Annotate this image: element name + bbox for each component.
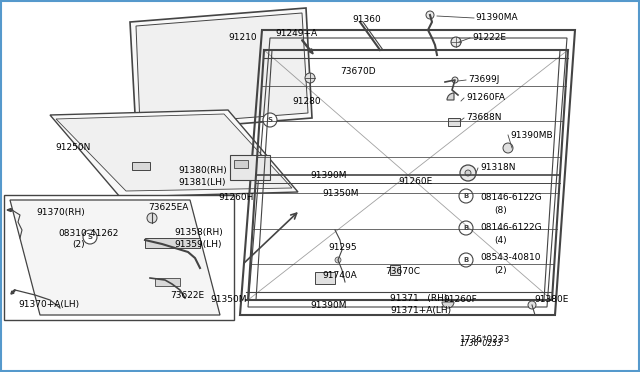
Text: 08146-6122G: 08146-6122G xyxy=(480,224,541,232)
Text: B: B xyxy=(463,225,468,231)
Circle shape xyxy=(305,73,315,83)
Circle shape xyxy=(528,301,536,309)
FancyArrow shape xyxy=(11,290,15,294)
Text: B: B xyxy=(463,257,468,263)
Text: 73625EA: 73625EA xyxy=(148,203,188,212)
Text: (8): (8) xyxy=(494,205,507,215)
Text: 91350M: 91350M xyxy=(210,295,246,305)
Text: 73670C: 73670C xyxy=(385,267,420,276)
Text: (4): (4) xyxy=(494,235,507,244)
Circle shape xyxy=(452,77,458,83)
Bar xyxy=(230,155,270,180)
Text: 91390MB: 91390MB xyxy=(510,131,552,140)
Text: 08310-41262: 08310-41262 xyxy=(58,228,118,237)
Text: S: S xyxy=(88,234,93,240)
Bar xyxy=(315,272,335,284)
Circle shape xyxy=(459,189,473,203)
Text: 91360: 91360 xyxy=(352,16,381,25)
FancyArrow shape xyxy=(301,40,313,54)
Text: 91350M: 91350M xyxy=(322,189,358,198)
Polygon shape xyxy=(50,110,298,197)
Circle shape xyxy=(426,11,434,19)
Text: 91210: 91210 xyxy=(228,33,257,42)
Circle shape xyxy=(460,165,476,181)
Circle shape xyxy=(335,257,341,263)
Text: B: B xyxy=(463,193,468,199)
Text: 91250N: 91250N xyxy=(55,144,90,153)
Text: 91740A: 91740A xyxy=(322,270,356,279)
Text: 91370+A(LH): 91370+A(LH) xyxy=(18,301,79,310)
Polygon shape xyxy=(56,114,292,191)
Text: 91381(LH): 91381(LH) xyxy=(178,177,225,186)
Text: 91260H: 91260H xyxy=(218,193,253,202)
Text: 91295: 91295 xyxy=(328,244,356,253)
Text: 08146-6122G: 08146-6122G xyxy=(480,193,541,202)
Text: 91359(LH): 91359(LH) xyxy=(174,240,221,248)
Text: 91380(RH): 91380(RH) xyxy=(178,166,227,174)
Wedge shape xyxy=(447,93,454,100)
Text: 91370(RH): 91370(RH) xyxy=(36,208,84,217)
Bar xyxy=(448,118,460,126)
Polygon shape xyxy=(130,8,312,132)
Polygon shape xyxy=(10,200,220,315)
Text: 91318N: 91318N xyxy=(480,164,515,173)
Text: (2): (2) xyxy=(494,266,507,275)
Circle shape xyxy=(451,37,461,47)
Text: 73670D: 73670D xyxy=(340,67,376,77)
Circle shape xyxy=(263,113,277,127)
Text: 91371+A(LH): 91371+A(LH) xyxy=(390,305,451,314)
Circle shape xyxy=(83,230,97,244)
Bar xyxy=(145,238,200,248)
Text: 73688N: 73688N xyxy=(466,113,502,122)
Text: 1736*0233: 1736*0233 xyxy=(460,339,503,347)
Bar xyxy=(4,195,234,320)
Text: 08543-40810: 08543-40810 xyxy=(480,253,541,263)
Circle shape xyxy=(503,143,513,153)
Text: 91390MA: 91390MA xyxy=(475,13,518,22)
Bar xyxy=(155,278,180,286)
Circle shape xyxy=(147,213,157,223)
Text: 91380E: 91380E xyxy=(534,295,568,305)
Text: 1736*0233: 1736*0233 xyxy=(460,336,510,344)
Text: S: S xyxy=(268,117,273,123)
Text: 91358(RH): 91358(RH) xyxy=(174,228,223,237)
Text: 91371   (RH): 91371 (RH) xyxy=(390,294,447,302)
Bar xyxy=(234,160,248,168)
FancyArrow shape xyxy=(7,208,12,212)
Text: (2): (2) xyxy=(72,241,84,250)
Text: 91390M: 91390M xyxy=(310,301,346,310)
Text: 73622E: 73622E xyxy=(170,292,204,301)
Text: 91222E: 91222E xyxy=(472,33,506,42)
Text: 91260FA: 91260FA xyxy=(466,93,505,103)
Bar xyxy=(390,265,400,275)
Polygon shape xyxy=(136,13,308,126)
Text: 91249+A: 91249+A xyxy=(275,29,317,38)
Text: 73699J: 73699J xyxy=(468,76,499,84)
Circle shape xyxy=(465,170,471,176)
Text: 91280: 91280 xyxy=(292,97,321,106)
Circle shape xyxy=(459,221,473,235)
Bar xyxy=(132,162,150,170)
Circle shape xyxy=(459,253,473,267)
Text: 91260E: 91260E xyxy=(398,177,432,186)
Text: 91260F: 91260F xyxy=(443,295,477,305)
Text: 91390M: 91390M xyxy=(310,170,346,180)
Wedge shape xyxy=(442,302,454,308)
